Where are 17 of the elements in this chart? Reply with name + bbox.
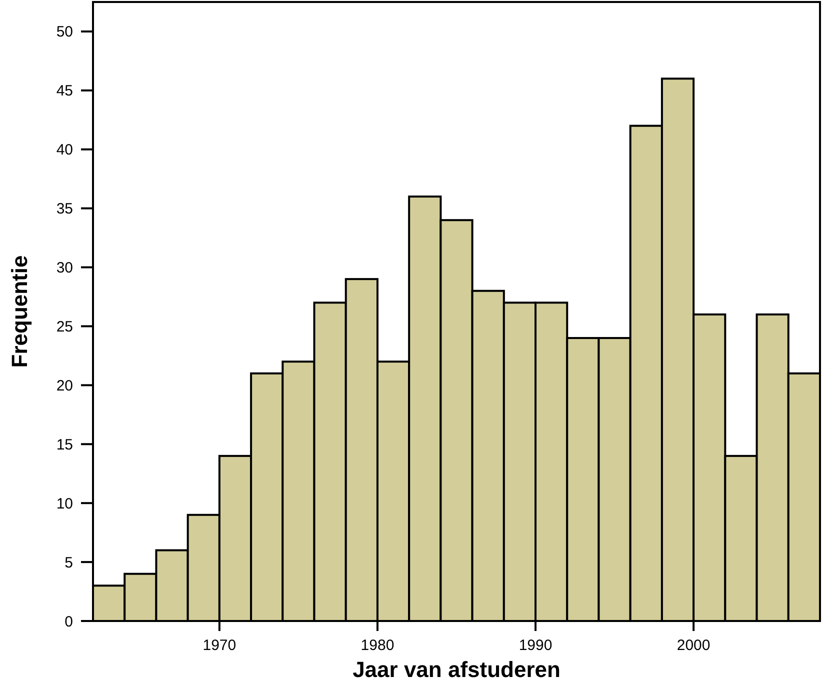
x-tick-label: 1970 (202, 637, 236, 654)
y-tick-label: 50 (56, 24, 73, 41)
y-tick-label: 0 (64, 613, 73, 630)
x-tick-label: 1980 (360, 637, 394, 654)
x-axis-title: Jaar van afstuderen (352, 657, 560, 681)
y-tick-label: 40 (56, 142, 73, 159)
x-tick-label: 2000 (676, 637, 710, 654)
y-tick-label: 30 (56, 260, 73, 277)
y-axis-title: Frequentie (7, 255, 32, 368)
y-tick-label: 5 (64, 554, 73, 572)
y-tick-label: 25 (56, 318, 73, 336)
y-tick-label: 20 (56, 377, 73, 394)
y-tick-label: 45 (56, 82, 73, 100)
y-tick-label: 35 (56, 200, 73, 218)
y-tick-label: 15 (56, 436, 73, 454)
x-tick-label: 1990 (518, 637, 552, 654)
y-tick-label: 10 (56, 495, 73, 512)
